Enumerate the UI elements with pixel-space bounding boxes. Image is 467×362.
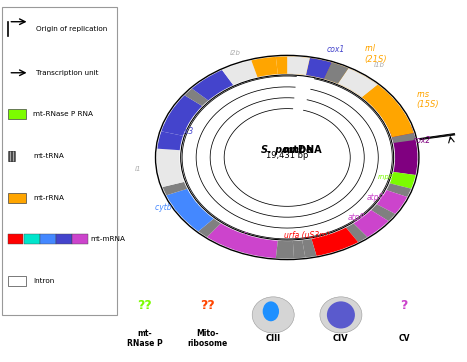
Text: atp8: atp8 [347,213,365,222]
Wedge shape [157,131,183,150]
Wedge shape [324,63,348,84]
Text: i2b: i2b [230,50,241,55]
Text: ??: ?? [137,299,152,312]
Text: CV: CV [398,334,410,343]
Wedge shape [287,56,411,132]
Wedge shape [390,126,417,175]
Text: i1b: i1b [374,62,385,68]
Ellipse shape [252,297,294,333]
Text: 19,431 bp: 19,431 bp [266,151,308,160]
Text: cox1: cox1 [327,45,346,54]
Text: mt-mRNA: mt-mRNA [91,236,126,242]
FancyBboxPatch shape [72,234,87,244]
Wedge shape [387,183,411,197]
Text: Intron: Intron [33,278,55,284]
Text: mt-rRNA: mt-rRNA [33,195,64,201]
Wedge shape [276,56,287,74]
Text: cytb (cob1): cytb (cob1) [155,203,198,212]
Text: CIV: CIV [333,334,349,343]
Wedge shape [198,219,221,237]
Text: cox3: cox3 [176,127,194,136]
Text: Origin of replication: Origin of replication [36,26,108,32]
FancyBboxPatch shape [57,234,71,244]
Text: cox2: cox2 [412,136,431,145]
Text: atp6: atp6 [231,232,248,241]
Wedge shape [222,60,257,85]
Text: rnl
(21S): rnl (21S) [364,44,387,64]
FancyBboxPatch shape [2,7,117,315]
Wedge shape [390,172,416,189]
Text: atp9: atp9 [367,193,384,202]
Wedge shape [207,223,278,258]
Wedge shape [287,56,310,75]
Wedge shape [338,68,378,97]
Wedge shape [157,149,184,187]
Wedge shape [184,89,208,106]
Text: mt-RNase P RNA: mt-RNase P RNA [33,111,93,117]
Text: ??: ?? [200,299,215,312]
Wedge shape [192,70,233,100]
Wedge shape [306,58,332,79]
FancyBboxPatch shape [41,234,56,244]
Wedge shape [311,228,358,256]
Text: rns
(15S): rns (15S) [417,90,439,109]
Wedge shape [166,189,213,231]
Ellipse shape [262,301,279,321]
Text: S. pombe: S. pombe [262,144,313,155]
Wedge shape [156,55,419,260]
Wedge shape [362,85,414,137]
FancyBboxPatch shape [24,234,40,244]
Text: i1: i1 [134,167,141,172]
Wedge shape [354,210,389,237]
Wedge shape [276,241,294,258]
Ellipse shape [320,297,362,333]
Wedge shape [346,223,368,242]
Text: mt-
RNase P: mt- RNase P [127,329,163,348]
Text: mtDNA: mtDNA [253,144,321,155]
Wedge shape [302,239,317,257]
Text: urfa (uS3m): urfa (uS3m) [284,231,330,240]
Text: CIII: CIII [266,334,281,343]
Ellipse shape [327,301,355,329]
Wedge shape [293,240,305,258]
FancyBboxPatch shape [8,109,26,119]
Text: rnpB: rnpB [377,174,394,180]
FancyBboxPatch shape [8,234,23,244]
Text: Transcription unit: Transcription unit [36,70,99,76]
Wedge shape [251,57,278,77]
Wedge shape [163,182,187,195]
FancyBboxPatch shape [8,276,26,286]
Wedge shape [377,190,407,214]
Text: mt-tRNA: mt-tRNA [33,153,64,159]
Text: Mito-
ribosome: Mito- ribosome [188,329,228,348]
Wedge shape [371,204,395,221]
Wedge shape [392,133,416,143]
FancyBboxPatch shape [8,151,14,161]
Wedge shape [162,95,202,136]
Text: ?: ? [400,299,408,312]
FancyBboxPatch shape [8,193,26,203]
